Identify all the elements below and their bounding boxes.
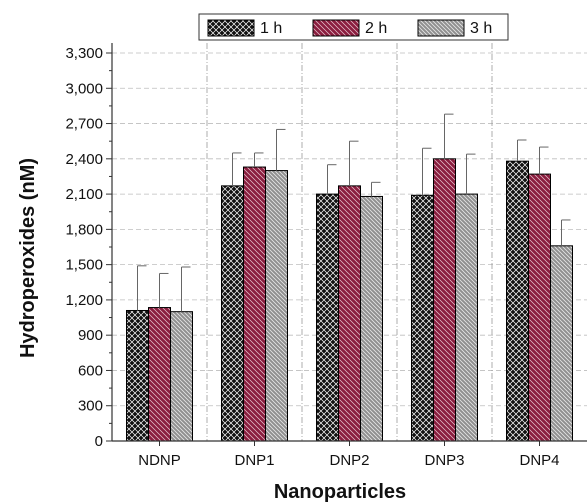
x-tick-label: DNP4	[519, 452, 559, 469]
x-tick-labels: NDNP DNP1 DNP2 DNP3 DNP4	[138, 452, 559, 469]
bar-ndnp-2h	[148, 307, 171, 442]
legend-label-3h: 3 h	[470, 20, 492, 37]
y-tick-label: 1,800	[65, 221, 103, 238]
bar-dnp2-2h	[338, 185, 361, 442]
legend-label-1h: 1 h	[260, 20, 282, 37]
y-tick-label: 3,300	[65, 45, 103, 62]
x-tick-label: DNP2	[329, 452, 369, 469]
bar-dnp4-1h	[506, 160, 529, 442]
y-tick-label: 300	[78, 398, 103, 415]
bar-dnp3-1h	[411, 194, 434, 442]
x-tick-label: NDNP	[138, 452, 181, 469]
y-tick-label: 2,400	[65, 151, 103, 168]
y-tick-label: 2,100	[65, 186, 103, 203]
bar-dnp4-2h	[528, 173, 551, 442]
bar-ndnp-3h	[170, 311, 193, 442]
y-tick-labels: 0 300 600 900 1,200 1,500 1,800 2,100 2,400 2,700…	[65, 45, 103, 450]
legend: 1 h 2 h 3 h	[198, 13, 509, 41]
bar-dnp1-3h	[265, 170, 288, 442]
y-axis-title: Hydroperoxides (nM)	[17, 158, 39, 358]
legend-swatch-2h	[312, 19, 360, 37]
x-axis-title: Nanoparticles	[274, 481, 406, 503]
axes	[106, 43, 587, 446]
x-tick-label: DNP3	[424, 452, 464, 469]
error-bars	[137, 113, 571, 312]
bars	[126, 158, 573, 442]
bar-dnp1-1h	[221, 185, 244, 442]
legend-label-2h: 2 h	[365, 20, 387, 37]
y-tick-label: 0	[95, 433, 103, 450]
bar-dnp2-1h	[316, 193, 339, 442]
bar-dnp4-3h	[550, 245, 573, 442]
y-tick-label: 3,000	[65, 80, 103, 97]
y-tick-label: 600	[78, 362, 103, 379]
bar-ndnp-1h	[126, 309, 149, 442]
bar-dnp3-3h	[455, 193, 478, 442]
x-tick-label: DNP1	[234, 452, 274, 469]
bar-dnp1-2h	[243, 166, 266, 442]
y-tick-label: 1,500	[65, 257, 103, 274]
y-tick-label: 900	[78, 327, 103, 344]
legend-swatch-3h	[417, 19, 465, 37]
y-tick-label: 1,200	[65, 292, 103, 309]
bar-dnp3-2h	[433, 158, 456, 442]
y-tick-label: 2,700	[65, 116, 103, 133]
legend-swatch-1h	[207, 19, 255, 37]
bar-dnp2-3h	[360, 195, 383, 442]
